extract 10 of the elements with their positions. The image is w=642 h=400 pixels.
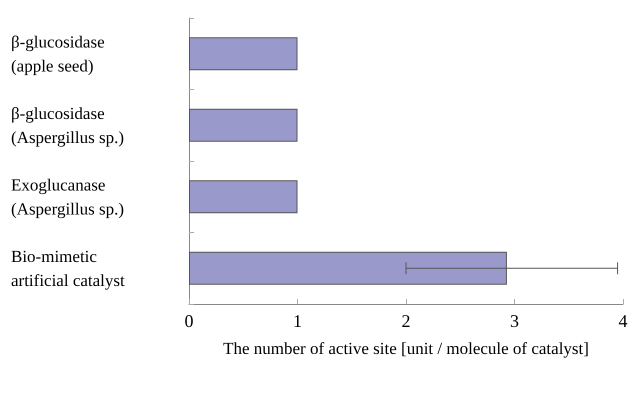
y-tick-label: Exoglucanase (Aspergillus sp.) bbox=[11, 175, 124, 218]
y-tick-label: β-glucosidase (apple seed) bbox=[11, 32, 105, 76]
x-tick-label: 4 bbox=[618, 311, 628, 331]
x-tick-label: 1 bbox=[293, 311, 302, 331]
x-tick-label: 3 bbox=[510, 311, 519, 331]
x-tick-label: 0 bbox=[184, 311, 194, 331]
y-tick-label: Bio-mimetic artificial catalyst bbox=[11, 246, 126, 290]
y-tick-label: β-glucosidase (Aspergillus sp.) bbox=[11, 104, 124, 147]
x-axis-title: The number of active site [unit / molecule of catalyst] bbox=[223, 339, 589, 358]
x-tick-label: 2 bbox=[402, 311, 410, 331]
